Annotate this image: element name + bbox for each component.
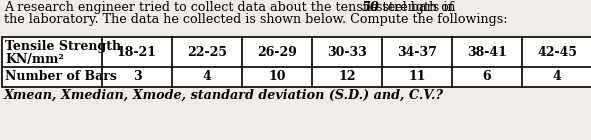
Text: 11: 11 [408, 71, 426, 83]
Text: 34-37: 34-37 [397, 46, 437, 59]
Text: Number of Bars: Number of Bars [5, 71, 117, 83]
Text: 4: 4 [203, 71, 212, 83]
Text: 18-21: 18-21 [117, 46, 157, 59]
Bar [2, 37, 591, 87]
Text: 12: 12 [338, 71, 356, 83]
Text: 42-45: 42-45 [537, 46, 577, 59]
Text: 30-33: 30-33 [327, 46, 367, 59]
Text: Xmean, Xmedian, Xmode, standard deviation (S.D.) and, C.V.?: Xmean, Xmedian, Xmode, standard deviatio… [4, 89, 444, 102]
Text: 4: 4 [553, 71, 561, 83]
Text: 50: 50 [362, 1, 379, 14]
Text: KN/mm²: KN/mm² [5, 53, 64, 66]
Text: steel bars in: steel bars in [372, 1, 456, 14]
Text: the laboratory. The data he collected is shown below. Compute the followings:: the laboratory. The data he collected is… [4, 13, 508, 26]
Text: 22-25: 22-25 [187, 46, 227, 59]
Text: 38-41: 38-41 [467, 46, 507, 59]
Text: 3: 3 [133, 71, 141, 83]
Text: Tensile Strength: Tensile Strength [5, 40, 121, 53]
Text: A research engineer tried to collect data about the tensile strength of: A research engineer tried to collect dat… [4, 1, 457, 14]
Text: 26-29: 26-29 [257, 46, 297, 59]
Text: 10: 10 [268, 71, 286, 83]
Text: 6: 6 [483, 71, 491, 83]
